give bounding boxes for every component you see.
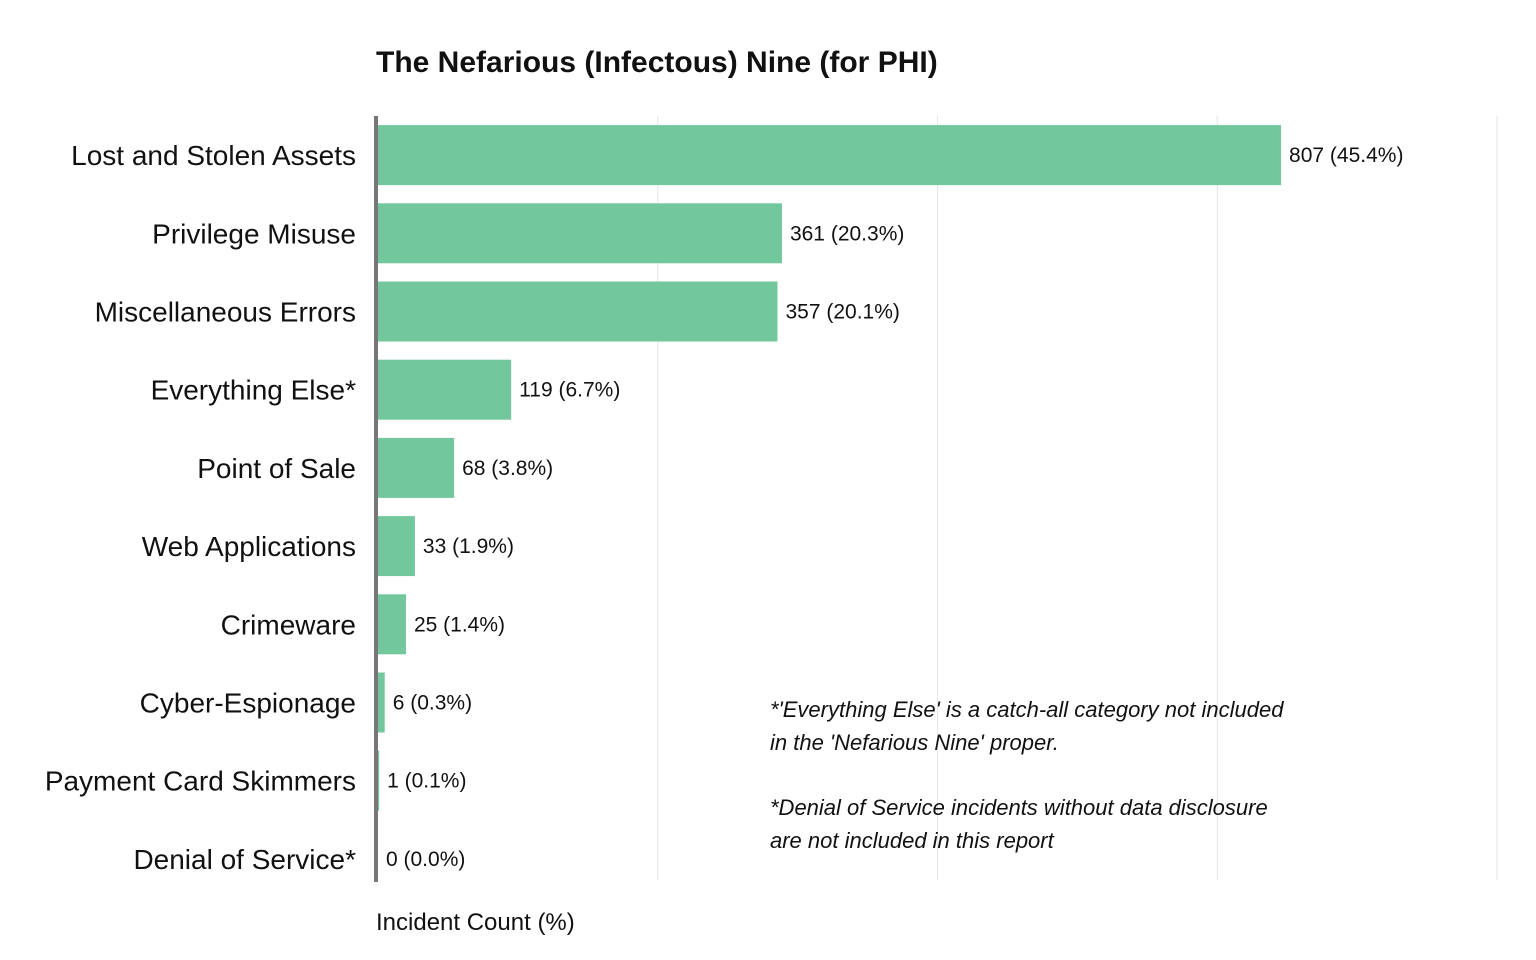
bar-5: [378, 437, 455, 498]
annotation-2-line-1: *Denial of Service incidents without dat…: [770, 795, 1268, 820]
category-label-2: Privilege Misuse: [152, 218, 356, 249]
data-label-6: 33 (1.9%): [423, 535, 514, 558]
category-label-3: Miscellaneous Errors: [95, 297, 356, 328]
annotation-1-line-1: *'Everything Else' is a catch-all catego…: [770, 697, 1284, 722]
annotation-1-line-2: in the 'Nefarious Nine' proper.: [770, 730, 1059, 755]
data-labels: 807 (45.4%) 361 (20.3%) 357 (20.1%) 119 (6.…: [386, 144, 1403, 871]
bar-9: [378, 750, 380, 811]
bar-4: [378, 359, 512, 420]
data-label-9: 1 (0.1%): [387, 770, 466, 793]
data-label-8: 6 (0.3%): [393, 692, 472, 715]
bar-6: [378, 516, 415, 577]
data-label-1: 807 (45.4%): [1289, 144, 1403, 167]
data-label-10: 0 (0.0%): [386, 848, 465, 871]
category-label-10: Denial of Service*: [133, 844, 356, 875]
data-label-7: 25 (1.4%): [414, 613, 505, 636]
category-label-6: Web Applications: [142, 531, 356, 562]
category-labels: Lost and Stolen Assets Privilege Misuse Mi…: [45, 140, 356, 875]
bar-2: [378, 203, 782, 264]
gridlines: [657, 116, 1498, 880]
bars: [378, 125, 1282, 811]
chart-title: The Nefarious (Infectous) Nine (for PHI): [376, 46, 938, 79]
category-label-7: Crimeware: [221, 609, 356, 640]
bar-8: [378, 672, 385, 733]
category-label-9: Payment Card Skimmers: [45, 766, 356, 797]
data-label-4: 119 (6.7%): [519, 379, 620, 402]
category-label-4: Everything Else*: [151, 375, 357, 406]
data-label-3: 357 (20.1%): [785, 301, 899, 324]
category-label-1: Lost and Stolen Assets: [71, 140, 356, 171]
bar-3: [378, 281, 778, 342]
x-axis-title: Incident Count (%): [376, 909, 575, 936]
category-label-8: Cyber-Espionage: [140, 688, 356, 719]
annotations: *'Everything Else' is a catch-all catego…: [770, 697, 1284, 853]
category-label-5: Point of Sale: [197, 453, 356, 484]
annotation-2-line-2: are not included in this report: [770, 828, 1055, 853]
bar-1: [378, 125, 1282, 186]
data-label-5: 68 (3.8%): [462, 457, 553, 480]
bar-7: [378, 594, 406, 655]
data-label-2: 361 (20.3%): [790, 222, 904, 245]
